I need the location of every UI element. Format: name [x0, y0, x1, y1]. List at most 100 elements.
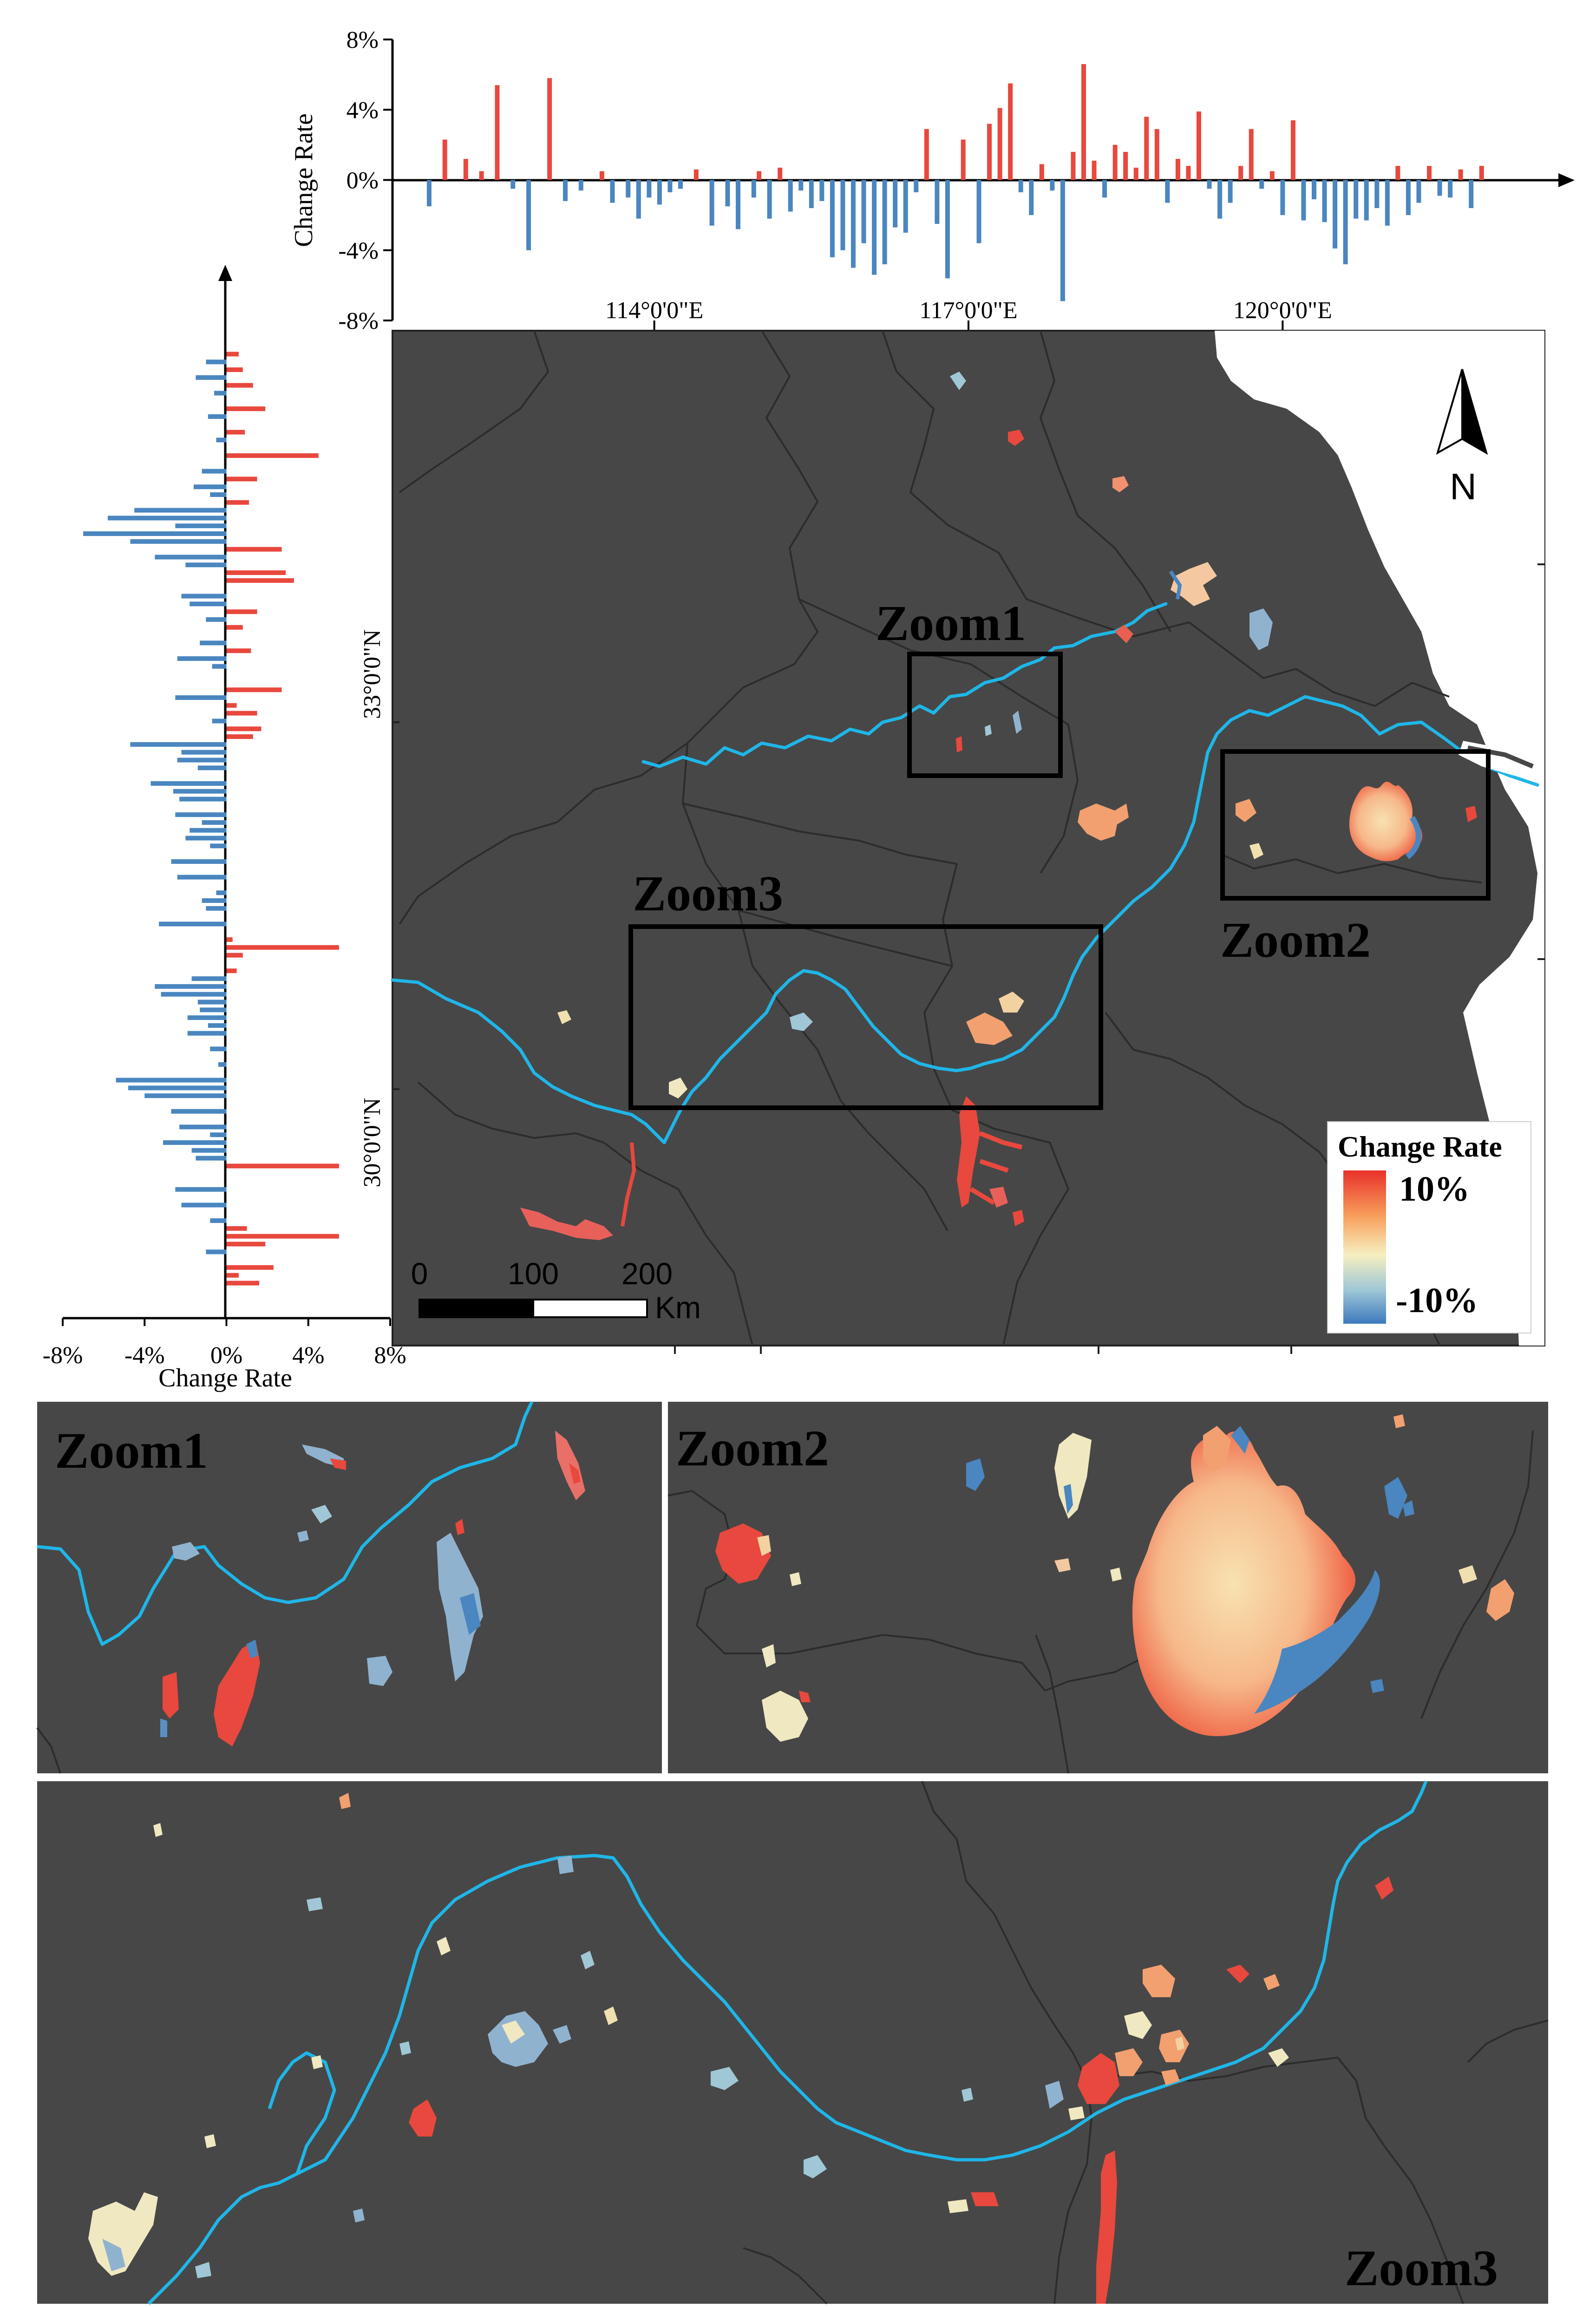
north-arrow-icon: N [1436, 369, 1488, 507]
left-hist-bar [179, 1124, 227, 1130]
left-hist-bar [194, 484, 227, 490]
left-hist-bar [175, 1187, 227, 1192]
left-hist-bar [210, 1132, 227, 1137]
left-hist-bar [226, 500, 249, 505]
left-hist-bar [185, 562, 227, 568]
left-hist-bar [173, 789, 227, 794]
top-hist-bar [1437, 180, 1442, 196]
top-hist-bar [809, 180, 814, 208]
left-hist-x-label: Change Rate [158, 1364, 292, 1392]
lake-southwest-stream [621, 1142, 636, 1227]
top-hist-bar [463, 159, 468, 180]
top-hist-bar [426, 180, 432, 207]
left-hist-xtick-label: 4% [292, 1342, 324, 1369]
top-hist-bar [778, 168, 783, 180]
left-hist-bar [206, 617, 227, 622]
top-hist-bar [1406, 180, 1411, 216]
zoom3-box [628, 924, 1103, 1110]
top-hist-bar [1154, 129, 1159, 180]
left-hist-bar [226, 953, 243, 958]
top-hist-bar [945, 180, 950, 279]
left-hist-bar [130, 539, 227, 544]
top-hist-bar [725, 180, 730, 207]
top-hist-bar [1165, 180, 1170, 203]
left-hist-bar [175, 695, 227, 700]
top-hist-bar [1259, 180, 1264, 189]
top-hist-bar [599, 171, 604, 180]
top-hist-bar [626, 180, 631, 198]
left-hist-bar [206, 359, 227, 365]
left-hist-bar [210, 1046, 227, 1052]
lake-southwest [520, 1208, 613, 1240]
left-hist-xtick-label: -8% [43, 1342, 83, 1369]
lake-chaohu [1078, 804, 1129, 841]
left-hist-bar [226, 687, 282, 693]
top-hist-bar [1123, 152, 1128, 180]
lake-north-c [950, 372, 966, 390]
top-hist-bar [976, 180, 981, 243]
lake-zoom3-b [999, 992, 1024, 1013]
top-hist-bar [1301, 180, 1306, 221]
left-hist-bar [197, 1000, 227, 1005]
top-hist-bar [736, 180, 740, 229]
left-hist-bar [212, 664, 227, 669]
left-hist-xtick-label: 8% [374, 1342, 406, 1369]
top-hist-bar [1448, 180, 1453, 198]
left-hist-bar [226, 570, 286, 575]
top-hist-bar [997, 108, 1002, 180]
left-hist-bar [226, 734, 253, 739]
top-hist-bar [1039, 164, 1044, 180]
zoom2-lakes [715, 1414, 1514, 1742]
zoom2-panel: Zoom2 [667, 1402, 1548, 1774]
top-hist-bar [893, 180, 898, 228]
top-hist-bar [1238, 166, 1243, 180]
main-map: 33°0'0"N 30°0'0"N [359, 330, 1545, 1354]
top-hist-bar [1081, 64, 1086, 180]
top-hist-bar [961, 139, 966, 180]
left-hist-bar [226, 477, 257, 482]
top-hist-bar [495, 85, 500, 180]
lake-gaoyou [1249, 608, 1273, 650]
left-hist-bar [155, 984, 227, 989]
top-hist-bar [479, 171, 484, 180]
lake-zoom1-b [1013, 711, 1022, 734]
left-hist-bar [212, 719, 227, 724]
left-hist-bar [191, 976, 227, 981]
lake-taihu [1349, 781, 1423, 862]
top-hist-bar [1280, 180, 1285, 216]
left-hist-bar [226, 1281, 259, 1286]
top-hist-bar [693, 169, 699, 180]
left-hist-bar [216, 890, 227, 895]
left-hist-bar [134, 508, 227, 513]
left-hist-bar [202, 898, 227, 903]
top-hist-bar [1479, 166, 1484, 180]
top-hist-bar [1427, 166, 1432, 180]
left-hist-bar [226, 367, 243, 373]
top-hist-bar [1290, 120, 1295, 180]
top-hist-bar [924, 129, 929, 180]
left-hist-bar [116, 1078, 227, 1083]
top-hist-bar [872, 180, 877, 275]
left-hist-bar [210, 843, 227, 849]
top-hist-bar [1197, 111, 1201, 180]
map-lat-label: 33°0'0"N [359, 629, 386, 719]
map-lat-label: 30°0'0"N [359, 1098, 386, 1188]
left-hist-bar [155, 555, 227, 560]
top-hist-bar [1322, 180, 1327, 222]
left-hist-bar [200, 640, 227, 646]
top-hist-bar [610, 180, 615, 203]
top-hist-bar [1458, 169, 1463, 180]
left-hist-bar [226, 352, 239, 357]
left-hist-bar [144, 1093, 227, 1098]
left-hist-bar [181, 750, 227, 755]
left-hist-bar [191, 1148, 227, 1153]
top-hist-bar [1312, 180, 1316, 200]
left-hist-bar [181, 1203, 227, 1208]
left-hist-xtick-label: 0% [210, 1342, 242, 1369]
top-hist-bar [1354, 180, 1359, 219]
left-hist-bar [130, 742, 227, 747]
top-hist-bar [987, 124, 992, 180]
top-hist-bar [1112, 144, 1118, 180]
lake-hongze [1171, 562, 1217, 606]
